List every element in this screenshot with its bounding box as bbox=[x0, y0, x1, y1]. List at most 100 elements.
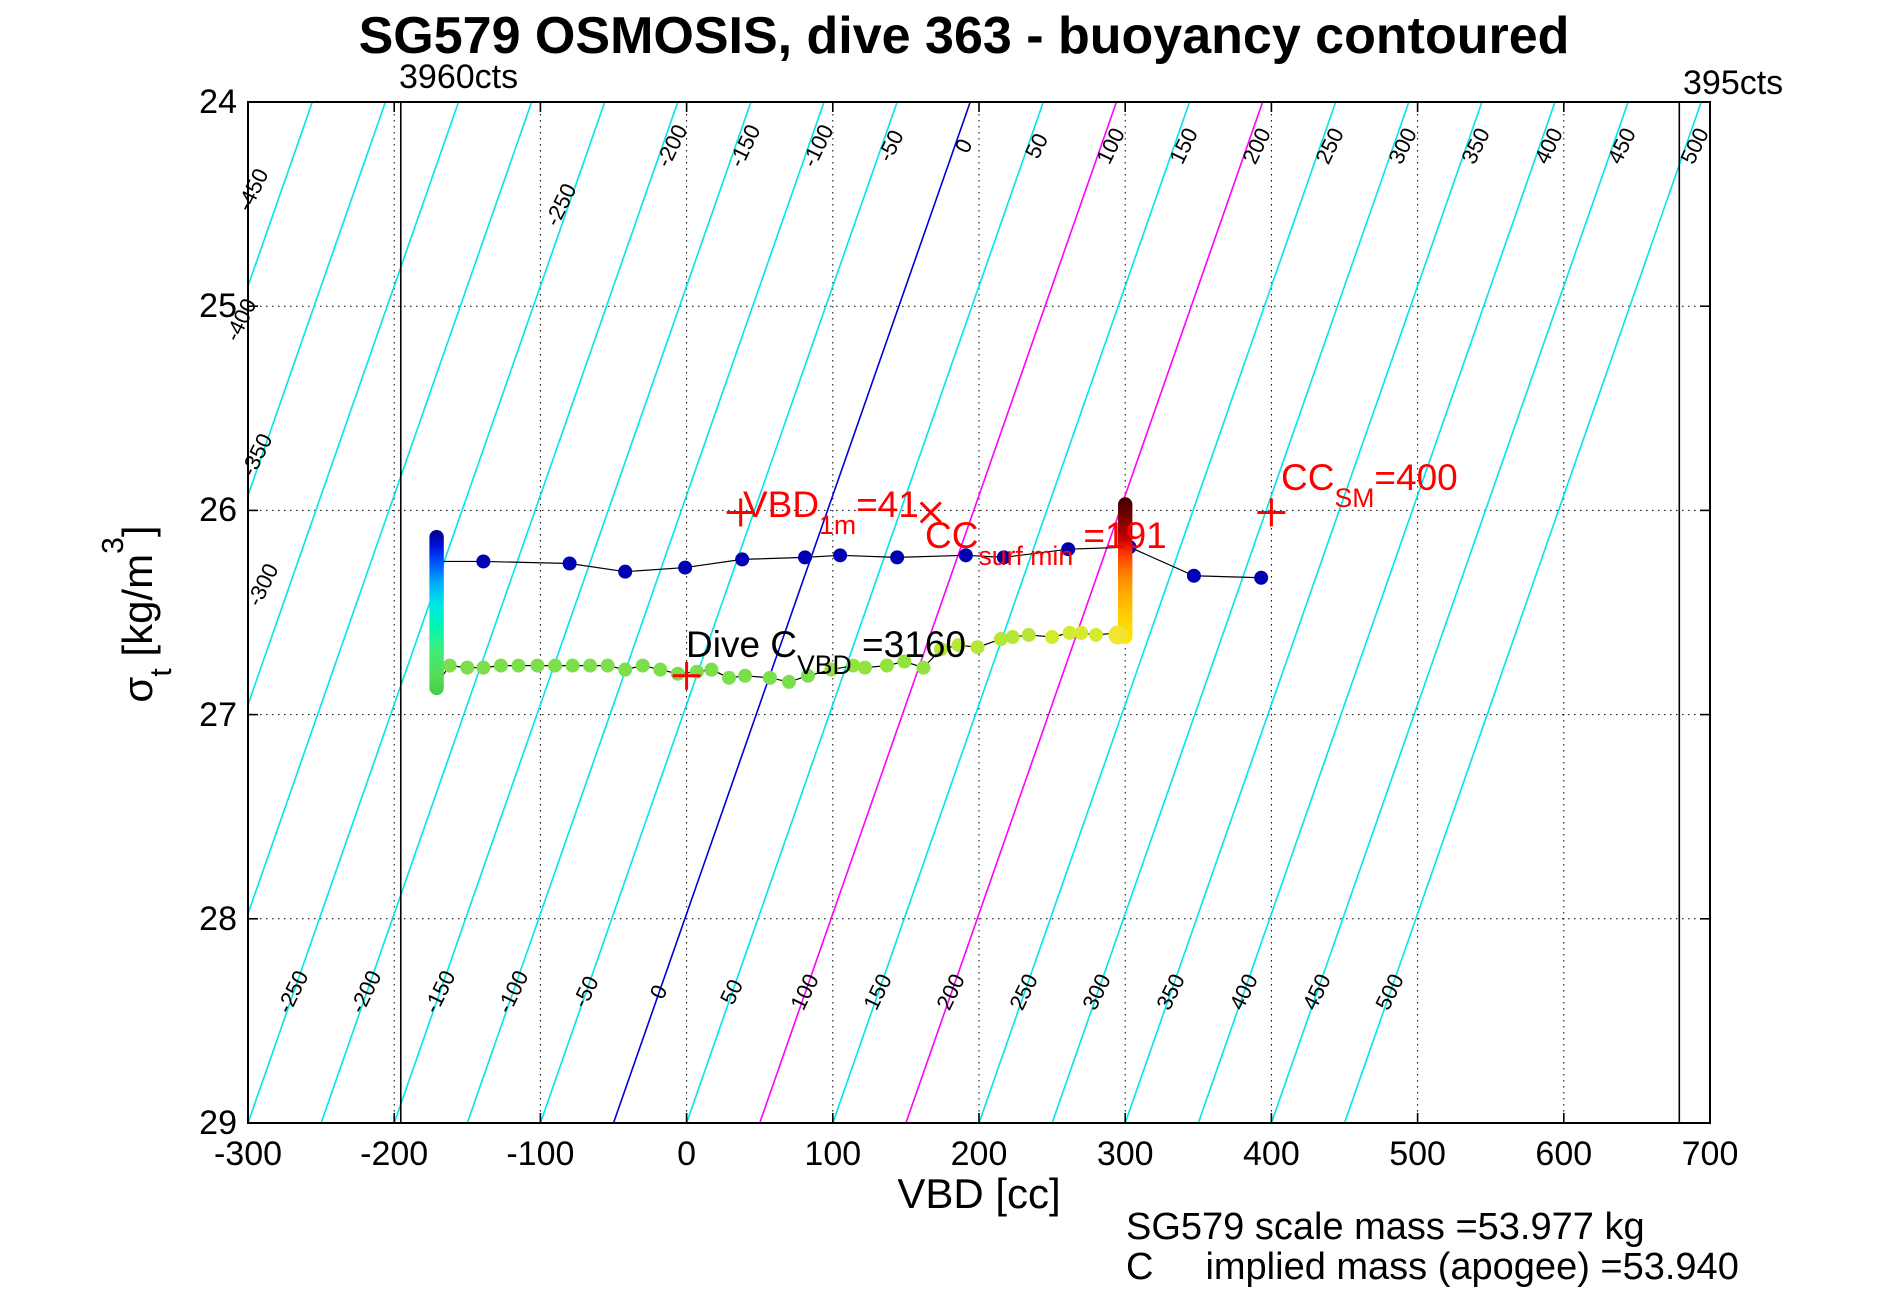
contour-line--250 bbox=[248, 102, 606, 1123]
contour-label-bottom--250: -250 bbox=[271, 966, 314, 1018]
contour-line-200 bbox=[905, 102, 1264, 1123]
dive-trace-point bbox=[762, 670, 777, 685]
annotation-cc-sm-pre: CC bbox=[1281, 457, 1335, 498]
annotation-cc-sm-sub: SM bbox=[1334, 482, 1375, 513]
dive-trace-point bbox=[530, 658, 545, 673]
contour-line-450 bbox=[1270, 102, 1629, 1123]
contour-label-top-150: 150 bbox=[1163, 123, 1203, 168]
dive-trace-point bbox=[933, 642, 948, 657]
y-axis-label: σt [kg/m3] bbox=[97, 525, 178, 703]
dive-trace-point bbox=[824, 662, 839, 677]
dive-trace-point bbox=[721, 670, 736, 685]
y-tick-label: 25 bbox=[199, 287, 237, 326]
contour-line-400 bbox=[1197, 102, 1556, 1123]
contour-label-top--100: -100 bbox=[796, 120, 839, 172]
label-overlay: -300 -200 -100 0 100 200 300 400 500 600 700 24 25 26… bbox=[199, 83, 1739, 1173]
dive-trace-point bbox=[704, 662, 719, 677]
dive-trace-point bbox=[635, 658, 650, 673]
plus-marker bbox=[672, 661, 701, 690]
annotation-cc-sm-post: =400 bbox=[1374, 457, 1458, 498]
contour-line--200 bbox=[320, 102, 679, 1123]
contour-label-bottom-150: 150 bbox=[858, 969, 897, 1014]
contour-line-150 bbox=[832, 102, 1191, 1123]
dive-trace-point bbox=[493, 658, 508, 673]
contour-line-350 bbox=[1124, 102, 1483, 1123]
contour-label-bottom-0: 0 bbox=[644, 980, 673, 1003]
y-axis-label-sigma: σ bbox=[113, 676, 161, 703]
y-tick-label: 28 bbox=[199, 899, 237, 938]
x-tick-label: -200 bbox=[360, 1135, 429, 1173]
dive-trace-point bbox=[1074, 625, 1089, 640]
ref-line-label-395cts: 395cts bbox=[1683, 64, 1784, 102]
y-tick-label: 26 bbox=[199, 491, 237, 530]
plot-canvas bbox=[247, 101, 1711, 1124]
contour-label-bottom-200: 200 bbox=[931, 969, 971, 1014]
contour-line--50 bbox=[539, 102, 898, 1123]
contour-line-100 bbox=[758, 102, 1118, 1123]
plus-marker bbox=[726, 498, 755, 527]
y-tick-label: 29 bbox=[199, 1104, 237, 1142]
dive-trace-point bbox=[993, 632, 1008, 647]
contour-label-bottom--150: -150 bbox=[418, 966, 460, 1018]
dive-trace-point bbox=[857, 660, 872, 675]
dive-trace-point bbox=[1088, 627, 1103, 642]
dive-trace-point bbox=[846, 658, 861, 673]
y-axis-label-sub: t bbox=[144, 668, 178, 677]
climb-surface-trace-point bbox=[996, 550, 1011, 565]
plus-marker bbox=[1257, 498, 1286, 527]
contour-label-top-500: 500 bbox=[1675, 123, 1715, 168]
contour-label-left--350: -350 bbox=[235, 429, 278, 481]
climb-surface-trace-point bbox=[618, 564, 633, 579]
x-tick-label: -300 bbox=[213, 1135, 283, 1173]
x-axis-label: VBD [cc] bbox=[897, 1170, 1061, 1217]
dive-trace-point bbox=[916, 660, 931, 675]
contour-label-bottom-50: 50 bbox=[714, 975, 749, 1009]
dive-trace-point bbox=[738, 668, 753, 683]
climb-surface-trace-point bbox=[678, 560, 693, 575]
contour-label-bottom-450: 450 bbox=[1296, 969, 1336, 1014]
footer-implied-mass-value: implied mass (apogee) =53.940 bbox=[1205, 1246, 1739, 1288]
climb-surface-trace-point bbox=[833, 548, 848, 563]
contour-label-bottom--200: -200 bbox=[345, 966, 387, 1018]
dive-trace-point bbox=[1021, 627, 1036, 642]
climb-surface-trace-point bbox=[476, 554, 491, 569]
y-tick-label: 27 bbox=[199, 695, 237, 734]
contour-label-top-250: 250 bbox=[1310, 123, 1349, 168]
contour-label-bottom--50: -50 bbox=[567, 972, 604, 1012]
contour-line-50 bbox=[685, 102, 1045, 1123]
annotation-cc-surf-min-pre: CC bbox=[925, 515, 979, 556]
x-tick-label: 700 bbox=[1681, 1135, 1739, 1173]
dive-trace-point bbox=[1045, 630, 1060, 645]
dive-trace-point bbox=[1062, 625, 1077, 640]
annotation-cc-surf-min: CCsurf min =191 bbox=[925, 515, 1167, 571]
dive-trace-point bbox=[460, 660, 475, 675]
contour-label-bottom--100: -100 bbox=[491, 966, 534, 1018]
contour-label-bottom-400: 400 bbox=[1223, 969, 1263, 1014]
chart-title: SG579 OSMOSIS, dive 363 - buoyancy conto… bbox=[358, 7, 1570, 65]
x-tick-label: 400 bbox=[1243, 1135, 1300, 1173]
contour-label-left--450: -450 bbox=[231, 164, 274, 216]
climb-surface-trace-point bbox=[1061, 542, 1076, 557]
dive-trace-point bbox=[442, 658, 457, 673]
y-axis-label-close: ] bbox=[113, 525, 161, 538]
climb-surface-trace-point bbox=[1254, 570, 1269, 585]
y-tick-label: 24 bbox=[199, 83, 237, 121]
climb-surface-trace-point bbox=[798, 550, 813, 565]
contour-line--350 bbox=[248, 102, 460, 707]
contour-line--450 bbox=[248, 102, 314, 289]
annotation-vbd-1m-sub: 1m bbox=[819, 509, 857, 540]
contour-label-top-450: 450 bbox=[1602, 123, 1642, 168]
grid-lines bbox=[248, 102, 1710, 1123]
climb-surface-trace-point bbox=[958, 548, 973, 563]
dive-trace-point bbox=[951, 638, 966, 653]
contour-label-bottom-300: 300 bbox=[1077, 969, 1117, 1014]
annotation-dive-c-vbd-pre: Dive C bbox=[686, 624, 798, 665]
dive-trace-point bbox=[600, 658, 615, 673]
surface-column bbox=[1118, 497, 1133, 645]
contour-line--100 bbox=[466, 102, 825, 1123]
contour-label-top-200: 200 bbox=[1237, 123, 1276, 168]
dive-start-column bbox=[429, 529, 444, 696]
x-tick-label: 100 bbox=[804, 1135, 862, 1173]
annotation-dive-c-vbd: Dive CVBD =3160 bbox=[686, 624, 966, 680]
